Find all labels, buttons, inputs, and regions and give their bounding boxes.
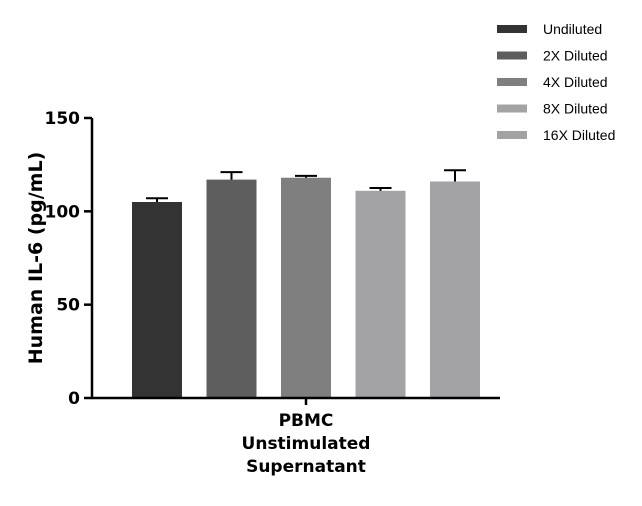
bar: [132, 202, 182, 398]
legend-label: 2X Diluted: [543, 48, 608, 64]
legend-swatch: [497, 104, 527, 113]
legend-label: 8X Diluted: [543, 101, 608, 117]
legend-label: Undiluted: [543, 21, 602, 37]
error-bars: [146, 169, 466, 202]
category-label-line: Supernatant: [246, 457, 366, 477]
bar: [430, 181, 480, 398]
y-tick-label: 100: [45, 202, 81, 222]
category-label-line: PBMC: [279, 411, 334, 431]
legend-swatch: [497, 78, 527, 86]
legend: Undiluted 2X Diluted 4X Diluted 8X Diluted 1…: [497, 21, 615, 143]
legend-swatch: [497, 51, 527, 60]
bars: [132, 177, 480, 398]
legend-label: 16X Diluted: [543, 127, 615, 143]
y-ticks: 0 50 100 150: [45, 109, 92, 409]
legend-label: 4X Diluted: [543, 74, 608, 90]
category-label: PBMC Unstimulated Supernatant: [242, 411, 371, 477]
bar: [355, 190, 406, 398]
y-axis-title: Human IL-6 (pg/mL): [25, 152, 47, 365]
legend-swatch: [497, 25, 527, 33]
y-tick-label: 150: [45, 109, 81, 129]
axes: [90, 118, 500, 405]
legend-swatch: [497, 131, 527, 139]
category-label-line: Unstimulated: [242, 434, 371, 454]
bar: [281, 177, 331, 398]
y-tick-label: 50: [56, 296, 80, 316]
bar: [206, 179, 257, 398]
y-tick-label: 0: [68, 389, 80, 409]
